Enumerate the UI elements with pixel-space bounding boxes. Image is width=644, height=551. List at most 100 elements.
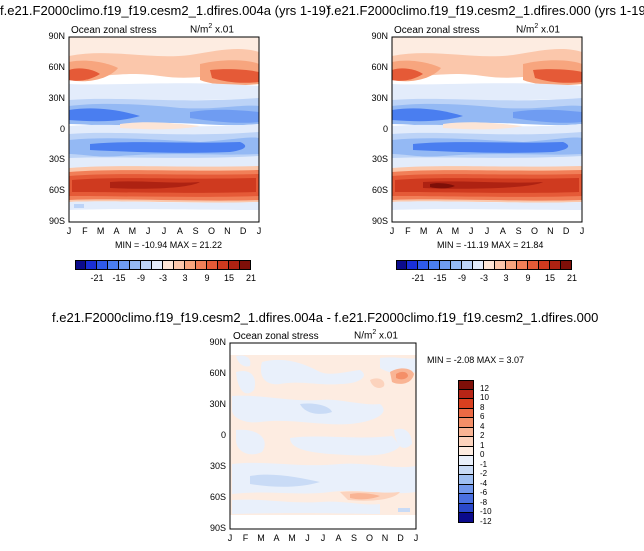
panel2-xtick-label: J — [484, 226, 490, 236]
colorbar3-label: -6 — [480, 488, 488, 497]
panel1-ytick-label: 60N — [48, 61, 65, 72]
panel1-title: f.e21.F2000climo.f19_f19.cesm2_1.dfires.… — [0, 3, 331, 18]
panel2-xtick-label: F — [405, 226, 411, 236]
colorbar1-swatch — [141, 260, 152, 270]
panel1-ytick-label: 90S — [48, 216, 65, 226]
panel2-subtitle: Ocean zonal stress — [394, 25, 480, 36]
colorbar2-swatch — [429, 260, 440, 270]
colorbar2-label: 9 — [525, 273, 531, 283]
colorbar1-label: -15 — [112, 273, 126, 283]
panel3-units-exp: 2 — [372, 329, 377, 336]
panel1-xtick-label: N — [224, 226, 231, 236]
panel1-stats: MIN = -10.94 MAX = 21.22 — [115, 240, 223, 250]
colorbar2-swatch — [517, 260, 528, 270]
colorbar1-label: 15 — [223, 273, 234, 283]
colorbar1-label: -3 — [158, 273, 167, 283]
colorbar3-label: -2 — [480, 469, 488, 478]
colorbar2-label: -9 — [457, 273, 466, 283]
colorbar2-label: -21 — [411, 273, 425, 283]
panel3-stats: MIN = -2.08 MAX = 3.07 — [427, 355, 525, 365]
panel3-units: N/m2 x.01 — [354, 329, 398, 341]
colorbar1-swatch — [196, 260, 207, 270]
panel1-xtick-label: F — [82, 226, 88, 236]
colorbar3-label: 10 — [480, 393, 489, 402]
colorbar1-label: 3 — [182, 273, 188, 283]
panel2-units-scale: x.01 — [541, 24, 560, 36]
panel1-xtick-label: A — [113, 226, 120, 236]
colorbar3-frame — [458, 380, 474, 523]
panel3-xtick-label: J — [413, 533, 419, 543]
colorbar1-swatch — [229, 260, 240, 270]
colorbar3-swatch — [458, 437, 474, 447]
colorbar3-swatch — [458, 494, 474, 504]
colorbar1-swatch — [218, 260, 229, 270]
panel3-units-base: N/m — [354, 330, 373, 342]
colorbar3-label: 12 — [480, 383, 489, 393]
colorbar1-label: 21 — [245, 273, 256, 283]
colorbar3-label: 0 — [480, 450, 485, 459]
colorbar3-swatch — [458, 446, 474, 456]
panel2-xtick-label: J — [579, 226, 585, 236]
panel1-xtick-label: A — [176, 226, 183, 236]
colorbar2-swatch — [396, 260, 407, 270]
colorbar1-label: 9 — [204, 273, 210, 283]
colorbar2-frame — [396, 260, 572, 270]
colorbar3-swatch — [458, 408, 474, 418]
colorbar3-label: -10 — [480, 507, 492, 516]
panel1-ytick-label: 30N — [48, 92, 65, 103]
panel1-xtick-label: M — [96, 226, 105, 236]
panel3-xtick-label: F — [242, 533, 249, 543]
panel3-xtick-label: O — [365, 533, 373, 543]
panel1-ytick-label: 90N — [48, 31, 65, 41]
colorbar2-swatch — [550, 260, 561, 270]
colorbar2-label: -3 — [479, 273, 488, 283]
colorbar3-swatch — [458, 484, 474, 494]
colorbar1-swatch — [75, 260, 86, 270]
panel3-xtick-label: A — [273, 533, 280, 543]
panel1-xtick-label: M — [128, 226, 137, 236]
panel1-xtick-label: J — [161, 226, 167, 236]
colorbar2-swatch — [418, 260, 429, 270]
colorbar1-label: -9 — [136, 273, 145, 283]
panel3-xtick-label: J — [227, 533, 233, 543]
panel2-xtick-label: N — [547, 226, 554, 236]
panel3-xtick-label: M — [288, 533, 296, 543]
panel1-xtick-label: O — [207, 226, 215, 236]
colorbar3-label: 2 — [480, 431, 485, 440]
panel3-ytick-label: 30S — [209, 461, 226, 471]
panel3-xtick-label: J — [305, 533, 310, 543]
panel3-subtitle: Ocean zonal stress — [233, 331, 319, 342]
colorbar3-label: -12 — [480, 516, 492, 526]
colorbar3-swatch — [458, 399, 474, 409]
panel1-subtitle: Ocean zonal stress — [71, 25, 157, 36]
panel2-ytick-label: 90S — [371, 216, 388, 226]
panel3-ytick-label: 30N — [209, 399, 226, 409]
panel2-units-base: N/m — [516, 24, 535, 36]
panel2-ytick-label: 60N — [371, 61, 388, 72]
panel2-ytick-label: 30S — [371, 154, 388, 165]
colorbar2-swatch — [495, 260, 506, 270]
colorbar3-label: 8 — [480, 402, 485, 412]
panel2-xtick-label: S — [515, 226, 522, 236]
panel1-xtick-label: S — [192, 226, 199, 236]
colorbar3-label: -8 — [480, 497, 488, 507]
panel2-xtick-label: M — [419, 226, 428, 236]
colorbar3-swatch — [458, 380, 474, 390]
colorbar1-swatch — [130, 260, 141, 270]
colorbar1-swatch — [97, 260, 108, 270]
colorbar1-swatch — [185, 260, 196, 270]
panel2-ytick-label: 30N — [371, 92, 388, 103]
panel1-xtick-label: J — [66, 226, 72, 236]
colorbar1-swatch — [207, 260, 218, 270]
panel2-ytick-label: 90N — [371, 31, 388, 41]
colorbar1-swatch — [119, 260, 130, 270]
panel3-xtick-label: D — [397, 533, 404, 543]
panel3-ytick-label: 0 — [220, 430, 226, 440]
colorbar1-swatch — [86, 260, 97, 270]
panel2-stats: MIN = -11.19 MAX = 21.84 — [437, 240, 544, 250]
panel2-xtick-label: D — [562, 226, 570, 236]
colorbar3-swatch — [458, 389, 474, 399]
